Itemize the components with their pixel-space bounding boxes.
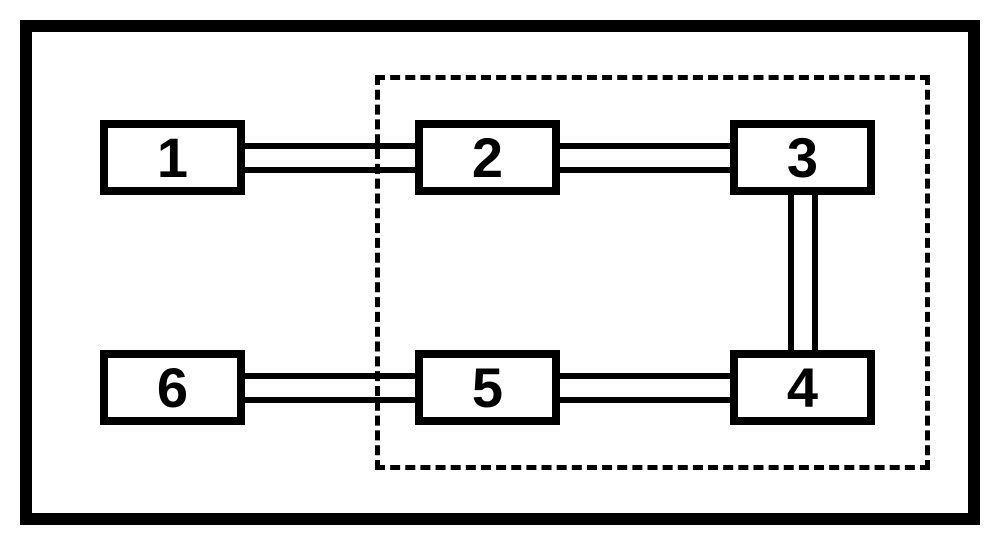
- connector-6-5-top: [245, 373, 415, 379]
- node-2-label: 2: [472, 125, 503, 190]
- connector-3-4-right: [812, 195, 818, 350]
- connector-2-3-top: [560, 143, 730, 149]
- connector-5-4-top: [560, 373, 730, 379]
- node-3-label: 3: [787, 125, 818, 190]
- diagram-canvas: 1 2 3 4 5 6: [0, 0, 1000, 545]
- node-5-label: 5: [472, 355, 503, 420]
- connector-1-2-bot: [245, 167, 415, 173]
- connector-5-4-bot: [560, 397, 730, 403]
- connector-6-5-bot: [245, 397, 415, 403]
- connector-2-3-bot: [560, 167, 730, 173]
- node-1-label: 1: [157, 125, 188, 190]
- node-5: 5: [415, 350, 560, 425]
- node-2: 2: [415, 120, 560, 195]
- node-4: 4: [730, 350, 875, 425]
- connector-3-4-left: [788, 195, 794, 350]
- node-3: 3: [730, 120, 875, 195]
- node-6-label: 6: [157, 355, 188, 420]
- connector-1-2-top: [245, 143, 415, 149]
- node-1: 1: [100, 120, 245, 195]
- node-6: 6: [100, 350, 245, 425]
- node-4-label: 4: [787, 355, 818, 420]
